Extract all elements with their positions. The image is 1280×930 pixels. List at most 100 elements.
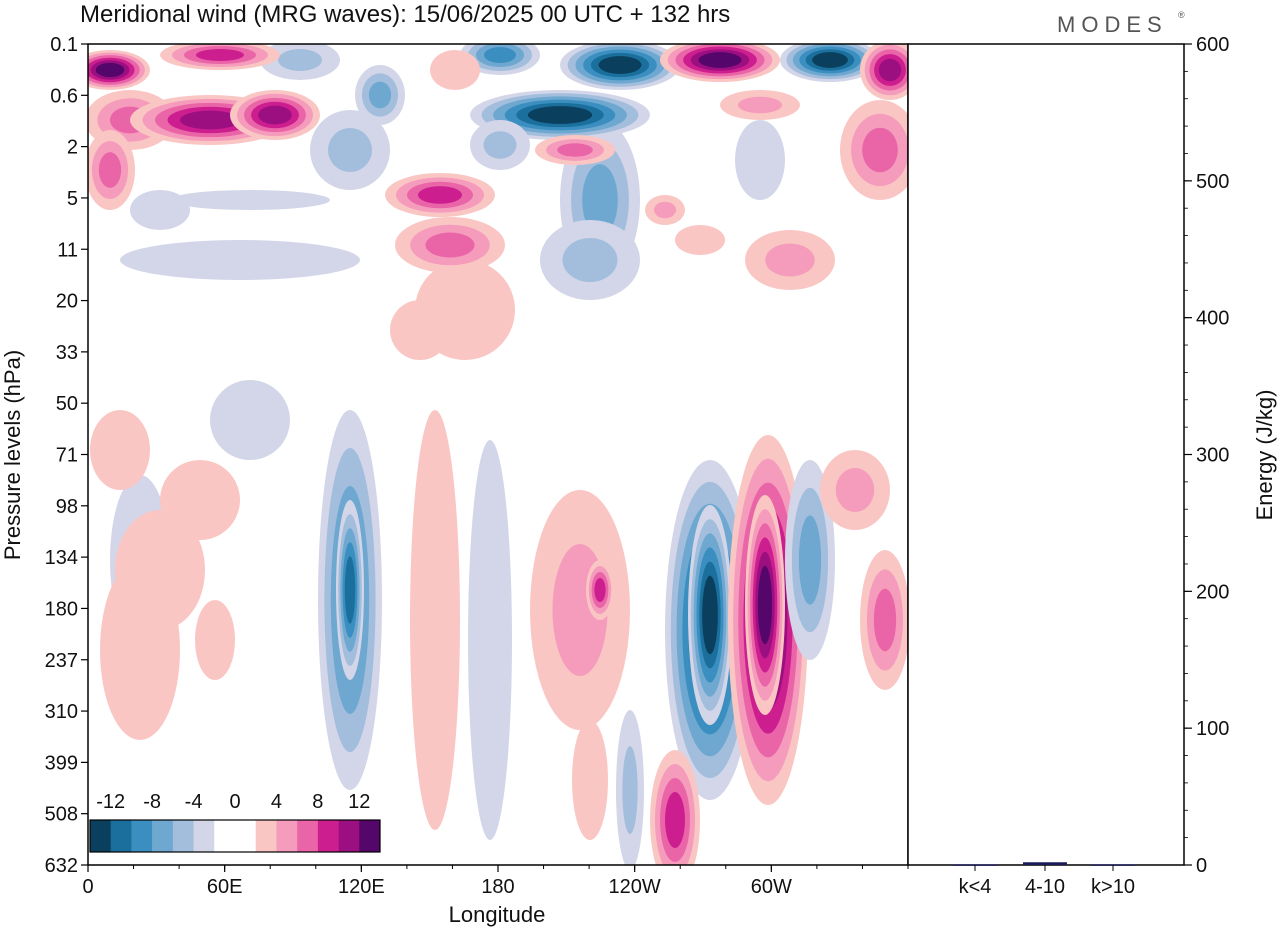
energy-tick-label: 100 xyxy=(1196,718,1229,740)
y-axis-label: Pressure levels (hPa) xyxy=(0,350,25,560)
longitude-tick-label: 0 xyxy=(82,876,93,898)
contour-blob xyxy=(120,240,360,280)
contour-blob xyxy=(468,440,512,840)
x-axis-label: Longitude xyxy=(449,902,546,927)
pressure-tick-label: 20 xyxy=(56,291,78,313)
chart-title: Meridional wind (MRG waves): 15/06/2025 … xyxy=(80,1,730,28)
contour-blob xyxy=(862,127,898,173)
contour-blob xyxy=(196,49,244,61)
energy-tick-label: 0 xyxy=(1196,855,1207,877)
contour-blob xyxy=(738,96,782,114)
pressure-tick-label: 11 xyxy=(57,239,78,261)
pressure-tick-label: 310 xyxy=(45,701,78,723)
colorbar-swatch xyxy=(359,820,381,852)
colorbar-swatch xyxy=(297,820,319,852)
contour-blob xyxy=(765,243,815,277)
contour-blob xyxy=(557,143,593,157)
contour-blob xyxy=(698,52,742,68)
colorbar-swatch xyxy=(90,820,112,852)
contour-blob xyxy=(873,588,897,652)
pressure-tick-label: 2 xyxy=(67,137,78,159)
pressure-tick-label: 399 xyxy=(45,752,78,774)
contour-blob xyxy=(622,746,638,834)
contour-blob xyxy=(418,186,462,204)
contour-blob xyxy=(812,52,848,68)
colorbar-label: 4 xyxy=(271,791,282,813)
contour-blob xyxy=(390,300,450,360)
energy-category-label: k<4 xyxy=(959,876,992,898)
contour-blob xyxy=(90,410,150,490)
contour-blob xyxy=(160,460,240,540)
contour-blob xyxy=(527,106,593,124)
contour-blob xyxy=(328,128,372,172)
colorbar-swatch xyxy=(172,820,194,852)
colorbar-label: 12 xyxy=(348,791,370,813)
contour-blob xyxy=(95,62,125,78)
contour-blob xyxy=(598,56,642,74)
energy-tick-label: 500 xyxy=(1196,171,1229,193)
pressure-tick-label: 632 xyxy=(45,855,78,877)
contour-blob xyxy=(258,105,292,125)
longitude-tick-label: 120E xyxy=(338,876,385,898)
contour-blob xyxy=(195,600,235,680)
contour-blob xyxy=(430,50,480,90)
colorbar-swatch xyxy=(110,820,132,852)
colorbar-swatch xyxy=(152,820,174,852)
contour-blob xyxy=(675,225,725,255)
contour-blob xyxy=(702,575,718,655)
energy-category-label: k>10 xyxy=(1091,876,1135,898)
contour-blob xyxy=(798,515,822,605)
pressure-tick-label: 33 xyxy=(56,342,78,364)
colorbar-swatch xyxy=(193,820,215,852)
colorbar-swatch xyxy=(214,820,236,852)
colorbar-label: -4 xyxy=(185,791,203,813)
pressure-axis: 0.1 0.6 2 5 11 20 33 50 71 98 134 180 237 310 399 508 63… xyxy=(45,34,88,877)
pressure-tick-label: 71 xyxy=(56,445,78,467)
colorbar-swatch xyxy=(255,820,277,852)
pressure-tick-label: 0.1 xyxy=(50,34,78,56)
contour-blob xyxy=(594,578,606,602)
colorbar-label: -8 xyxy=(143,791,161,813)
energy-panel xyxy=(907,43,1185,866)
brand-mark: ® xyxy=(1178,10,1185,20)
contour-blob xyxy=(210,380,290,460)
pressure-tick-label: 180 xyxy=(45,598,78,620)
energy-tick-label: 200 xyxy=(1196,581,1229,603)
contour-blob xyxy=(410,410,460,830)
pressure-tick-label: 50 xyxy=(56,393,78,415)
colorbar-swatch xyxy=(131,820,153,852)
contour-blob xyxy=(368,81,392,109)
energy-category-label: 4-10 xyxy=(1025,876,1065,898)
longitude-axis: 0 60E 120E 180 120W 60W xyxy=(82,865,909,898)
contour-blob xyxy=(483,131,517,159)
energy-categories: k<4 4-10 k>10 xyxy=(959,865,1135,898)
contour-blob xyxy=(654,201,676,219)
colorbar-swatch xyxy=(317,820,339,852)
colorbar-label: 8 xyxy=(312,791,323,813)
contour-blob xyxy=(278,49,322,71)
pressure-tick-label: 98 xyxy=(56,496,78,518)
colorbar: -12 -8 -4 0 4 8 12 xyxy=(89,791,381,853)
energy-tick-label: 400 xyxy=(1196,308,1229,330)
longitude-tick-label: 60E xyxy=(207,876,243,898)
contour-blob xyxy=(344,556,356,624)
contour-blob xyxy=(484,47,516,63)
energy-tick-label: 600 xyxy=(1196,34,1229,56)
contour-blob xyxy=(735,120,785,200)
contour-blob xyxy=(180,110,240,130)
contour-blob xyxy=(425,232,475,258)
contour-blob xyxy=(170,190,330,210)
energy-bar xyxy=(1023,862,1067,865)
energy-axis: 0 100 200 300 400 500 600 xyxy=(1184,34,1229,877)
colorbar-swatch xyxy=(276,820,298,852)
pressure-tick-label: 508 xyxy=(45,804,78,826)
contour-blob xyxy=(572,720,608,840)
colorbar-label: 0 xyxy=(229,791,240,813)
pressure-tick-label: 237 xyxy=(45,650,78,672)
colorbar-swatch xyxy=(338,820,360,852)
contour-fields xyxy=(88,44,908,865)
energy-tick-label: 300 xyxy=(1196,445,1229,467)
contour-blob xyxy=(757,565,773,645)
contour-blob xyxy=(562,238,618,282)
